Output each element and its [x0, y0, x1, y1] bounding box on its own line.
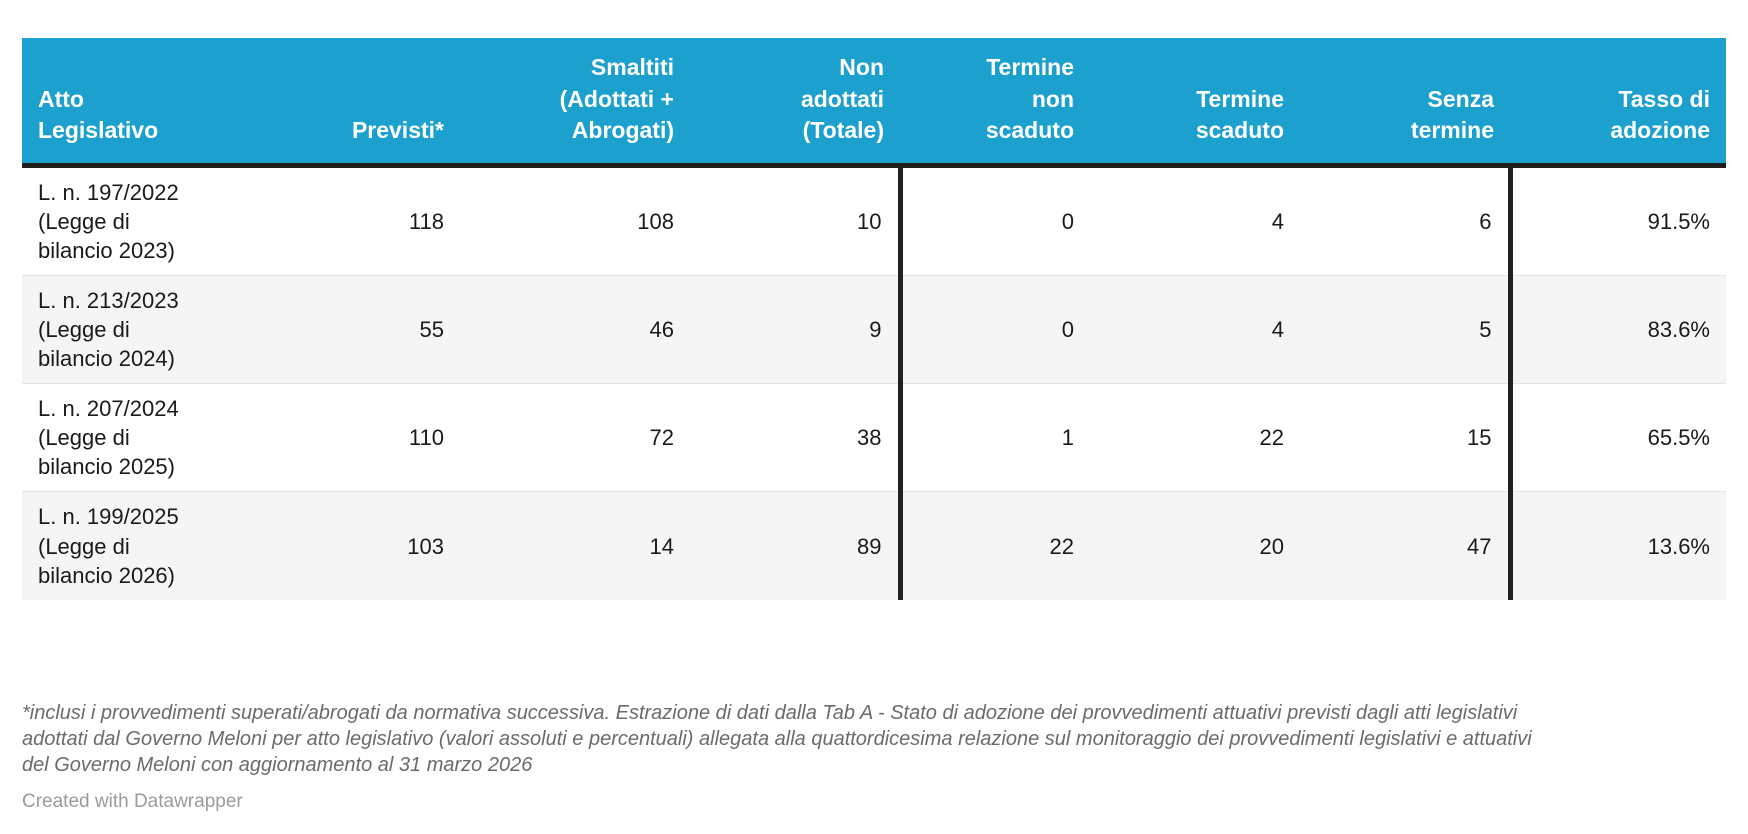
cell-non-adottati: 89	[690, 491, 900, 600]
column-header-tasso-di-adozione: Tasso di adozione	[1510, 38, 1726, 169]
cell-non-adottati: 9	[690, 275, 900, 384]
cell-atto-legislativo: L. n. 207/2024 (Legge di bilancio 2025)	[22, 383, 250, 492]
column-header-termine-scaduto: Termine scaduto	[1090, 38, 1300, 169]
cell-termine-scaduto: 22	[1090, 383, 1300, 492]
cell-tasso-di-adozione: 91.5%	[1507, 165, 1726, 276]
table-row: L. n. 213/2023 (Legge di bilancio 2024) …	[22, 275, 1726, 384]
cell-previsti: 118	[408, 209, 444, 235]
datawrapper-table-page: Atto Legislativo Previsti* Smaltiti (Ado…	[22, 38, 1726, 812]
table-header-row: Atto Legislativo Previsti* Smaltiti (Ado…	[22, 38, 1726, 169]
table-row: L. n. 197/2022 (Legge di bilancio 2023) …	[22, 165, 1726, 276]
cell-atto-legislativo: L. n. 213/2023 (Legge di bilancio 2024)	[22, 275, 250, 384]
column-header-atto-legislativo: Atto Legislativo	[22, 38, 250, 169]
column-header-termine-non-scaduto: Termine non scaduto	[900, 38, 1090, 169]
cell-previsti: 103	[250, 491, 460, 600]
cell-termine-non-scaduto: 1	[897, 383, 1090, 492]
column-header-non-adottati: Non adottati (Totale)	[690, 38, 900, 169]
cell-atto-legislativo: L. n. 199/2025 (Legge di bilancio 2026)	[22, 491, 250, 600]
cell-senza-termine: 47	[1300, 491, 1510, 600]
cell-atto-legislativo: L. n. 197/2022 (Legge di bilancio 2023)	[38, 180, 179, 264]
cell-termine-scaduto: 4	[1090, 275, 1300, 384]
cell-termine-scaduto: 20	[1090, 491, 1300, 600]
column-header-smaltiti: Smaltiti (Adottati + Abrogati)	[460, 38, 690, 169]
table-row: L. n. 199/2025 (Legge di bilancio 2026) …	[22, 491, 1726, 600]
table-footnote: *inclusi i provvedimenti superati/abroga…	[22, 701, 1532, 777]
cell-senza-termine: 6	[1479, 209, 1492, 235]
cell-termine-non-scaduto: 22	[897, 491, 1090, 600]
adoption-status-table: Atto Legislativo Previsti* Smaltiti (Ado…	[22, 38, 1726, 600]
cell-tasso-di-adozione: 83.6%	[1507, 275, 1726, 384]
cell-smaltiti: 46	[460, 275, 690, 384]
cell-previsti: 55	[250, 275, 460, 384]
cell-tasso-di-adozione: 13.6%	[1507, 491, 1726, 600]
column-header-senza-termine: Senza termine	[1300, 38, 1510, 169]
datawrapper-attribution: Created with Datawrapper	[22, 790, 243, 812]
cell-smaltiti: 108	[637, 209, 674, 235]
cell-termine-non-scaduto: 0	[897, 165, 1090, 276]
cell-senza-termine: 5	[1300, 275, 1510, 384]
cell-termine-scaduto: 4	[1271, 209, 1284, 235]
cell-tasso-di-adozione: 65.5%	[1507, 383, 1726, 492]
column-header-previsti: Previsti*	[250, 38, 460, 169]
cell-smaltiti: 72	[460, 383, 690, 492]
cell-non-adottati: 10	[857, 209, 882, 235]
cell-senza-termine: 15	[1300, 383, 1510, 492]
cell-termine-non-scaduto: 0	[897, 275, 1090, 384]
cell-previsti: 110	[250, 383, 460, 492]
cell-smaltiti: 14	[460, 491, 690, 600]
cell-non-adottati: 38	[690, 383, 900, 492]
table-row: L. n. 207/2024 (Legge di bilancio 2025) …	[22, 383, 1726, 492]
